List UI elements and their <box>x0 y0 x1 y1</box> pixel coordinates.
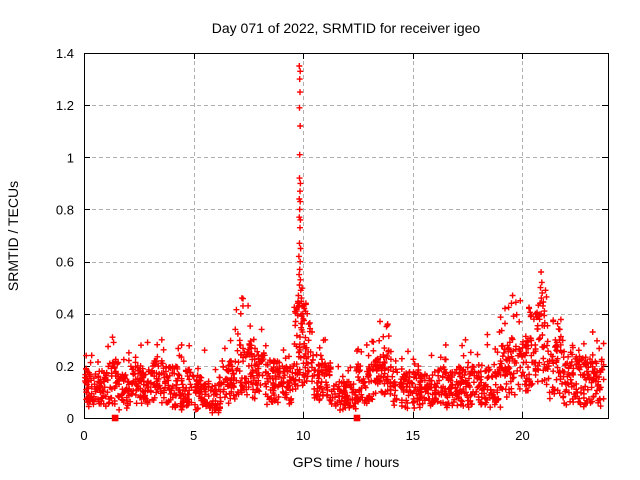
y-tick-label: 1.4 <box>56 46 74 61</box>
y-tick-label: 1 <box>67 150 74 165</box>
y-tick-label: 0.2 <box>56 359 74 374</box>
y-tick-label: 0.4 <box>56 307 74 322</box>
y-tick-label: 0 <box>67 411 74 426</box>
scatter-plus-markers <box>82 63 607 416</box>
data-points-layer <box>82 63 607 422</box>
y-tick-label: 0.8 <box>56 202 74 217</box>
y-tick-label: 1.2 <box>56 98 74 113</box>
x-tick-label: 0 <box>80 428 87 443</box>
x-tick-label: 15 <box>406 428 420 443</box>
y-axis-label: SRMTID / TECUs <box>5 181 21 291</box>
zero-flag-square-marker <box>111 414 119 422</box>
tick-labels: 0 5 10 15 20 0 0.2 0.4 0.6 0.8 1 1.2 1.4 <box>56 46 530 443</box>
y-tick-label: 0.6 <box>56 255 74 270</box>
x-axis-label: GPS time / hours <box>293 454 400 470</box>
zero-flag-square-marker <box>353 414 361 422</box>
x-tick-label: 20 <box>515 428 529 443</box>
x-tick-label: 10 <box>296 428 310 443</box>
chart-title: Day 071 of 2022, SRMTID for receiver ige… <box>212 20 481 36</box>
plot-border <box>84 53 609 419</box>
x-tick-label: 5 <box>190 428 197 443</box>
tick-marks <box>84 53 608 419</box>
